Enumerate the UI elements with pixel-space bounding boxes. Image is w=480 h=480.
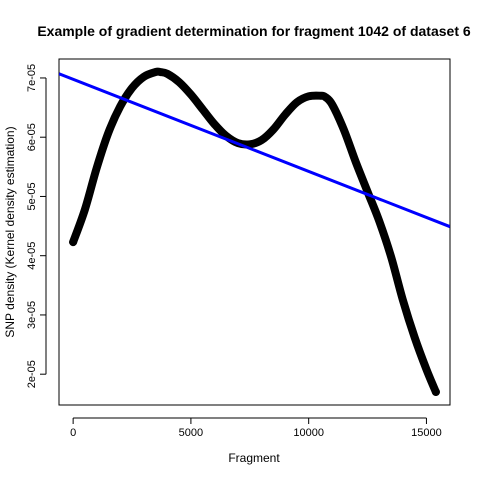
plot-frame [58, 58, 451, 406]
y-tick-label: 7e-05 [26, 64, 38, 92]
x-axis-label: Fragment [228, 451, 280, 465]
chart-title: Example of gradient determination for fr… [37, 23, 471, 39]
y-tick-label: 2e-05 [26, 360, 38, 388]
y-tick-label: 6e-05 [26, 123, 38, 151]
y-axis-label: SNP density (Kernel density estimation) [3, 126, 17, 337]
density-end-point [431, 387, 440, 396]
gradient-line [59, 72, 450, 229]
y-tick-label: 5e-05 [26, 182, 38, 210]
y-tick-label: 3e-05 [26, 301, 38, 329]
y-axis: 2e-05 3e-05 4e-05 5e-05 6e-05 7e-05 [26, 64, 47, 388]
y-tick-label: 4e-05 [26, 242, 38, 270]
density-curve [69, 67, 440, 396]
density-start-point [69, 238, 78, 247]
x-tick-label: 15000 [411, 427, 442, 439]
plot-area [59, 67, 450, 396]
x-tick-label: 0 [70, 427, 76, 439]
x-tick-label: 5000 [179, 427, 203, 439]
x-tick-label: 10000 [293, 427, 324, 439]
x-axis: 0 5000 10000 15000 [70, 417, 442, 439]
